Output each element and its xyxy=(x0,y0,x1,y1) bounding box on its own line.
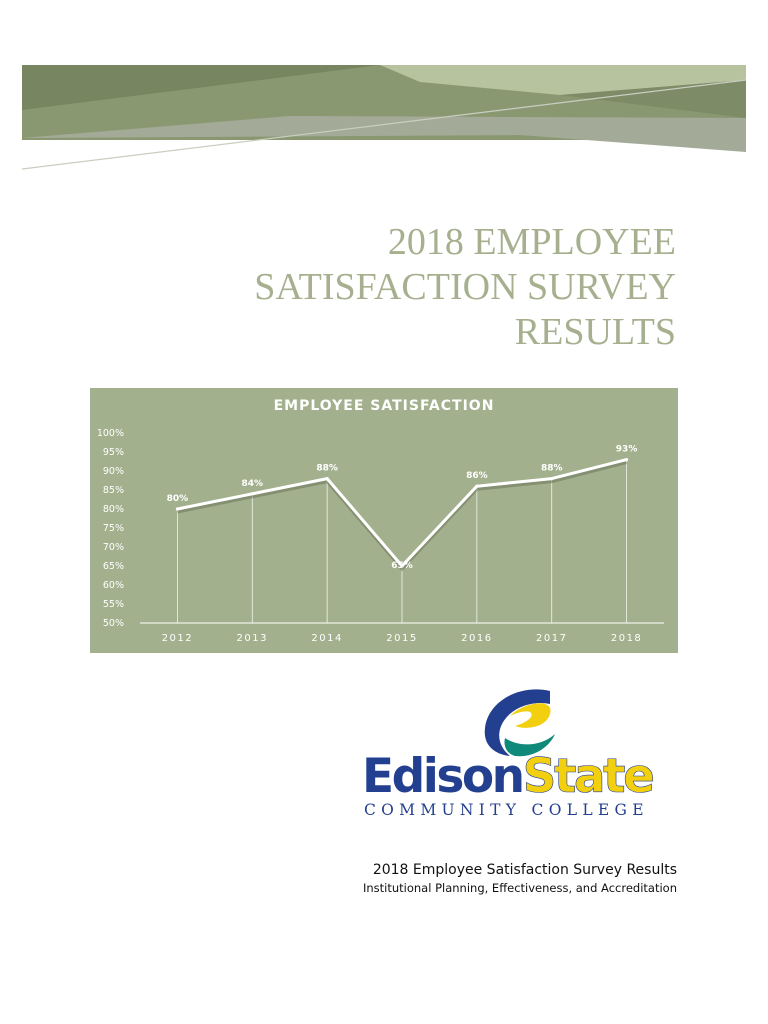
y-tick-label: 90% xyxy=(103,466,124,477)
series-line xyxy=(177,458,627,568)
x-tick-label: 2013 xyxy=(237,633,268,644)
data-point xyxy=(175,507,180,511)
edison-state-logo: EdisonState COMMUNITY COLLEGE xyxy=(362,689,656,819)
y-tick-label: 85% xyxy=(103,485,124,496)
x-tick-label: 2012 xyxy=(162,633,193,644)
logo-edison-text: Edison xyxy=(362,749,523,804)
y-tick-label: 75% xyxy=(103,523,124,534)
banner-band-light xyxy=(380,65,746,95)
x-tick-label: 2016 xyxy=(461,633,492,644)
data-label: 93% xyxy=(616,445,638,455)
x-tick-label: 2014 xyxy=(311,633,342,644)
chart-plot: 50% 55% 60% 65% 70% 75% 80% 85% 90% 95% 100% 80% 84%… xyxy=(97,428,664,644)
banner-band-grey xyxy=(22,116,746,152)
logo-emblem-teal-arc xyxy=(504,734,555,757)
chart-title: EMPLOYEE SATISFACTION xyxy=(273,398,495,414)
y-tick-label: 65% xyxy=(103,561,124,572)
y-tick-label: 95% xyxy=(103,447,124,458)
title-line-1: 2018 EMPLOYEE xyxy=(387,221,676,263)
y-tick-label: 50% xyxy=(103,618,124,629)
x-tick-label: 2018 xyxy=(611,633,642,644)
data-label: 88% xyxy=(316,464,338,474)
title-line-2: SATISFACTION SURVEY xyxy=(254,266,676,308)
y-tick-label: 60% xyxy=(103,580,124,591)
banner-thin-line xyxy=(21,79,747,170)
logo-emblem-yellow-arc xyxy=(510,703,551,728)
logo-emblem-navy-arc xyxy=(484,689,550,756)
data-label: 80% xyxy=(167,494,189,504)
series-line-shadow xyxy=(177,461,627,572)
logo-e-emblem xyxy=(484,689,555,757)
y-tick-label: 55% xyxy=(103,599,124,610)
document-title: 2018 EMPLOYEE SATISFACTION SURVEY RESULT… xyxy=(116,220,676,355)
y-tick-label: 80% xyxy=(103,504,124,515)
data-point xyxy=(325,477,329,481)
header-banner xyxy=(21,65,747,170)
y-tick-label: 70% xyxy=(103,542,124,553)
title-line-3: RESULTS xyxy=(514,311,676,353)
x-tick-label: 2017 xyxy=(536,633,567,644)
data-label: 88% xyxy=(541,464,563,474)
logo-community-college: COMMUNITY COLLEGE xyxy=(364,801,649,819)
footer-title: 2018 Employee Satisfaction Survey Result… xyxy=(372,862,677,878)
banner-band-dark xyxy=(22,65,380,110)
logo-state-text: State xyxy=(523,749,654,804)
footer-department: Institutional Planning, Effectiveness, a… xyxy=(362,881,677,895)
logo-wordmark: EdisonState xyxy=(362,749,653,804)
y-tick-label: 100% xyxy=(97,428,124,439)
data-label: 86% xyxy=(466,471,488,481)
footer: 2018 Employee Satisfaction Survey Result… xyxy=(363,860,677,896)
data-point xyxy=(624,458,629,462)
x-tick-label: 2015 xyxy=(386,633,417,644)
data-label: 65% xyxy=(391,561,413,571)
data-point xyxy=(250,492,254,496)
data-point xyxy=(475,484,479,488)
data-point xyxy=(400,564,404,568)
banner-band-mid xyxy=(560,80,746,118)
employee-satisfaction-chart: 50% 55% 60% 65% 70% 75% 80% 85% 90% 95% 100% 80% 84%… xyxy=(90,388,678,653)
data-point xyxy=(550,477,554,481)
data-label: 84% xyxy=(242,479,264,489)
